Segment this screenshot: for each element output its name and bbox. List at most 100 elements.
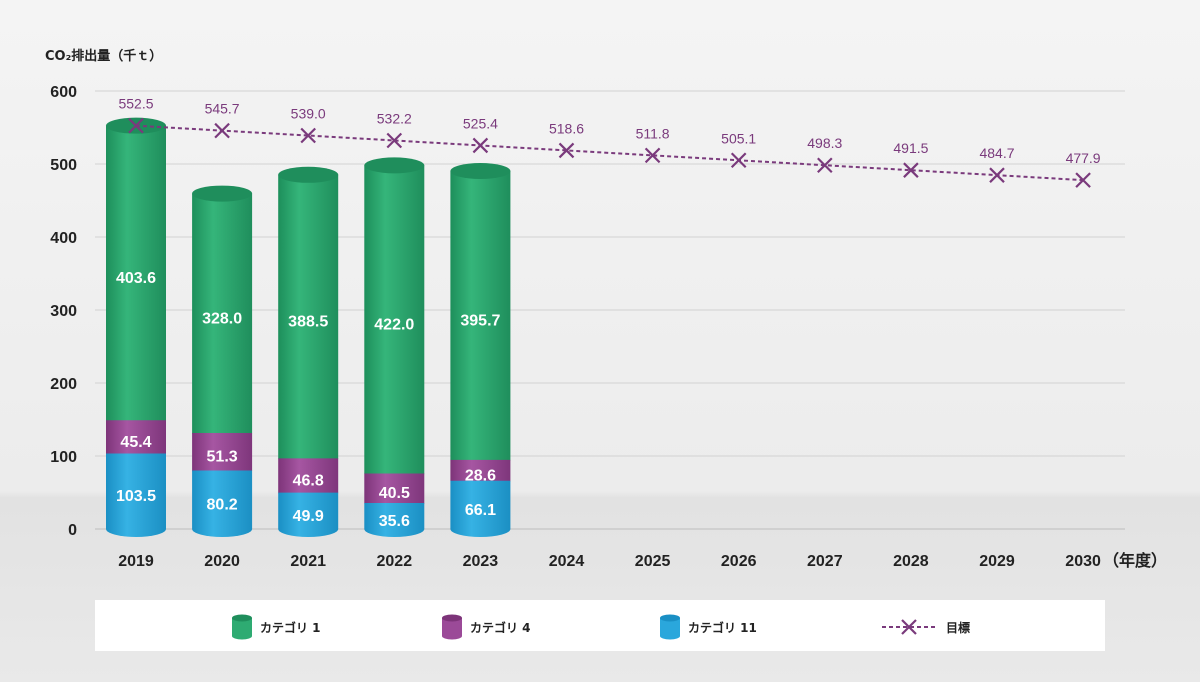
- legend-item-category-4: カテゴリ 4: [442, 614, 531, 640]
- bar-stack-2022: 35.6 40.5 422.0: [364, 157, 425, 537]
- bar-segment: [364, 473, 425, 512]
- x-tick-label: 2029: [979, 553, 1015, 570]
- target-marker: [989, 167, 1005, 183]
- x-tick-label: 2021: [290, 553, 326, 570]
- bar-value-label: 49.9: [293, 508, 324, 525]
- y-tick-label: 300: [50, 303, 77, 320]
- bar-segment: [278, 458, 339, 501]
- x-tick-label: 2020: [204, 553, 240, 570]
- target-marker: [817, 157, 833, 174]
- bar-value-label: 66.1: [465, 502, 496, 519]
- legend-item-target: 目標: [882, 619, 970, 635]
- bar-value-label: 395.7: [460, 312, 500, 329]
- bar-segment: [278, 492, 339, 537]
- bar-top-cap: [364, 157, 425, 174]
- target-marker: [644, 147, 661, 164]
- bar-stack-2019: 103.5 45.4 403.6: [106, 117, 167, 537]
- legend-swatch-target: [882, 619, 935, 635]
- bar-segment: [450, 171, 511, 468]
- target-value-label: 518.6: [549, 120, 584, 136]
- y-tick-label: 600: [50, 84, 77, 101]
- stacked-bars: 103.5 45.4 403.6 80.2 51.3 328.0 49.9 46.8 388.5…: [106, 117, 511, 537]
- bar-segment: [364, 165, 425, 482]
- target-marker: [730, 152, 747, 169]
- y-tick-label: 500: [50, 157, 77, 174]
- bar-segment: [106, 453, 166, 537]
- y-axis-title: CO₂排出量（千ｔ）: [45, 48, 162, 64]
- x-tick-label: 2025: [635, 553, 671, 570]
- bar-segment: [192, 433, 253, 479]
- bar-value-label: 40.5: [379, 485, 410, 502]
- bar-segment: [106, 125, 167, 429]
- target-marker: [558, 142, 575, 159]
- target-value-label: 539.0: [291, 106, 326, 122]
- legend-swatch-category-1: [232, 614, 252, 640]
- bar-top-cap: [278, 166, 339, 183]
- x-axis-ticks: 2019 2020 2021 2022 2023 2024 2025 2026 2027 2028…: [118, 553, 1101, 570]
- bar-segment: [450, 480, 511, 537]
- bar-value-label: 46.8: [293, 472, 324, 489]
- target-value-label: 505.1: [721, 130, 756, 146]
- target-value-label: 552.5: [118, 96, 153, 112]
- bar-segment: [278, 174, 339, 467]
- target-value-label: 525.4: [463, 115, 498, 131]
- x-tick-label: 2024: [549, 553, 585, 570]
- bar-value-label: 80.2: [207, 497, 238, 514]
- x-tick-label: 2026: [721, 553, 757, 570]
- target-marker: [386, 132, 403, 149]
- legend-swatch-category-11: [660, 614, 680, 640]
- target-value-label: 532.2: [377, 110, 412, 126]
- x-tick-label: 2030: [1065, 553, 1101, 570]
- legend-item-category-1: カテゴリ 1: [232, 614, 321, 640]
- y-axis-ticks: 0 100 200 300 400 500 600: [50, 84, 77, 539]
- target-marker: [300, 127, 316, 144]
- bar-top-cap: [450, 163, 511, 180]
- x-tick-label: 2027: [807, 553, 843, 570]
- legend-label-target: 目標: [946, 620, 970, 635]
- target-value-label: 511.8: [636, 125, 670, 141]
- bar-segment: [364, 503, 425, 537]
- bar-value-label: 422.0: [374, 316, 414, 333]
- target-marker: [214, 122, 230, 139]
- bar-value-label: 328.0: [202, 310, 242, 327]
- bar-value-label: 388.5: [288, 314, 328, 331]
- x-axis-unit: （年度）: [1103, 551, 1167, 570]
- target-value-label: 545.7: [205, 101, 240, 117]
- legend-label-category-11: カテゴリ 11: [688, 620, 757, 635]
- bar-segment: [106, 420, 167, 462]
- y-tick-label: 100: [50, 449, 77, 466]
- bar-segment: [192, 470, 253, 537]
- target-marker: [1075, 172, 1091, 188]
- target-line: [128, 117, 1091, 188]
- target-series-line: [135, 124, 1084, 182]
- bar-value-label: 35.6: [379, 513, 410, 530]
- target-marker: [128, 117, 144, 134]
- target-value-labels: 552.5 545.7 539.0 532.2 525.4 518.6 511.8 505.1…: [118, 96, 1100, 166]
- y-tick-label: 0: [68, 522, 77, 539]
- target-marker: [903, 162, 919, 178]
- bar-segment: [192, 193, 253, 442]
- bar-value-label: 103.5: [116, 488, 156, 505]
- x-tick-label: 2019: [118, 553, 154, 570]
- legend-item-category-11: カテゴリ 11: [660, 614, 757, 640]
- legend-label-category-1: カテゴリ 1: [260, 620, 321, 635]
- target-value-label: 477.9: [1066, 150, 1101, 166]
- y-tick-label: 400: [50, 230, 77, 247]
- y-tick-label: 200: [50, 376, 77, 393]
- bar-value-label: 45.4: [120, 434, 151, 451]
- legend: カテゴリ 1 カテゴリ 4 カテゴリ 11 目標: [95, 600, 1105, 651]
- legend-label-category-4: カテゴリ 4: [470, 620, 531, 635]
- legend-swatch-category-4: [442, 614, 462, 640]
- target-value-label: 491.5: [893, 140, 928, 156]
- target-marker: [472, 137, 489, 154]
- bar-stack-2020: 80.2 51.3 328.0: [192, 185, 253, 537]
- x-tick-label: 2022: [377, 553, 413, 570]
- bar-value-label: 28.6: [465, 467, 496, 484]
- x-tick-label: 2028: [893, 553, 929, 570]
- bar-top-cap: [192, 185, 253, 202]
- legend-box: [95, 600, 1105, 651]
- bar-stack-2023: 66.1 28.6 395.7: [450, 163, 511, 537]
- x-tick-label: 2023: [463, 553, 499, 570]
- target-value-label: 498.3: [807, 135, 842, 151]
